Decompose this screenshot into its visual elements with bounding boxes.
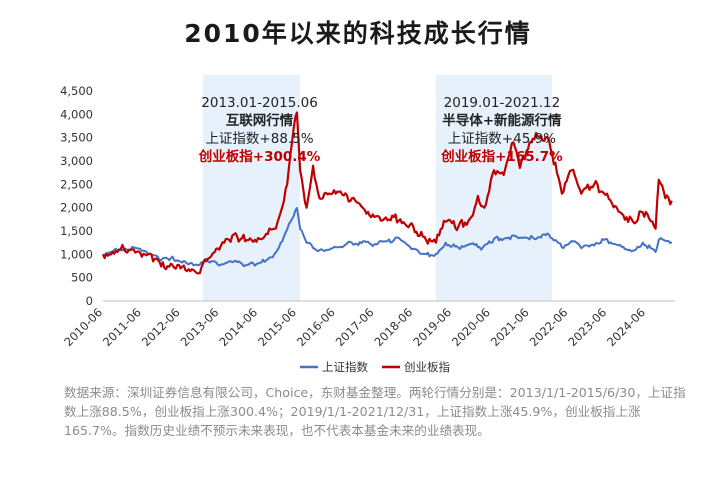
x-tick-label: 2020-06 xyxy=(449,305,493,349)
y-tick-label: 500 xyxy=(71,271,93,285)
y-tick-label: 0 xyxy=(86,294,93,308)
annotations: 2013.01-2015.06互联网行情上证指数+88.5%创业板指+300.4… xyxy=(198,95,563,165)
legend-label-2: 创业板指 xyxy=(404,360,450,374)
y-tick-label: 2,000 xyxy=(60,201,93,215)
x-tick-label: 2015-06 xyxy=(255,305,299,349)
axes: 0 500 1,000 1,500 2,000 2,500 3,000 3,500 4,000 4… xyxy=(60,84,675,349)
highlight-band-2 xyxy=(435,75,552,301)
annotation-line-1-1: 2013.01-2015.06 xyxy=(201,95,318,111)
legend-label-1: 上证指数 xyxy=(322,360,368,374)
y-tick-label: 1,500 xyxy=(60,224,93,238)
x-tick-label: 2021-06 xyxy=(488,305,532,349)
x-tick-label: 2016-06 xyxy=(294,305,338,349)
x-tick-label: 2022-06 xyxy=(527,305,571,349)
x-tick-label: 2023-06 xyxy=(565,305,609,349)
annotation-line-2-4: 创业板指+165.7% xyxy=(440,148,563,165)
annotation-line-1-3: 上证指数+88.5% xyxy=(205,131,313,147)
x-tick-label: 2010-06 xyxy=(61,305,105,349)
x-tick-label: 2018-06 xyxy=(371,305,415,349)
y-tick-label: 2,500 xyxy=(60,177,93,191)
annotation-line-2-3: 上证指数+45.9% xyxy=(448,131,556,147)
legend: 上证指数 创业板指 xyxy=(300,360,450,374)
y-tick-label: 3,500 xyxy=(60,131,93,145)
source-note: 数据来源：深圳证券信息有限公司，Choice，东财基金整理。两轮行情分别是：20… xyxy=(64,385,686,438)
x-tick-label: 2019-06 xyxy=(410,305,454,349)
y-tick-label: 3,000 xyxy=(60,154,93,168)
annotation-line-1-2: 互联网行情 xyxy=(226,112,294,129)
x-tick-label: 2014-06 xyxy=(216,305,260,349)
x-tick-label: 2011-06 xyxy=(100,305,144,349)
y-tick-label: 1,000 xyxy=(60,247,93,261)
annotation-line-1-4: 创业板指+300.4% xyxy=(198,148,321,165)
chart-title: 2010年以来的科技成长行情 xyxy=(184,19,532,48)
x-tick-label: 2024-06 xyxy=(604,305,648,349)
annotation-line-2-2: 半导体+新能源行情 xyxy=(442,112,562,129)
annotation-line-2-1: 2019.01-2021.12 xyxy=(444,95,561,111)
series-lines xyxy=(101,111,673,275)
x-tick-label: 2017-06 xyxy=(333,305,377,349)
y-tick-label: 4,000 xyxy=(60,107,93,121)
y-tick-label: 4,500 xyxy=(60,84,93,98)
x-tick-label: 2013-06 xyxy=(178,305,222,349)
series-line-1 xyxy=(102,207,673,267)
series-line-2 xyxy=(101,111,673,275)
x-tick-label: 2012-06 xyxy=(139,305,183,349)
highlight-bands xyxy=(203,75,552,301)
line-chart: 0 500 1,000 1,500 2,000 2,500 3,000 3,500 4,000 4… xyxy=(60,75,675,374)
